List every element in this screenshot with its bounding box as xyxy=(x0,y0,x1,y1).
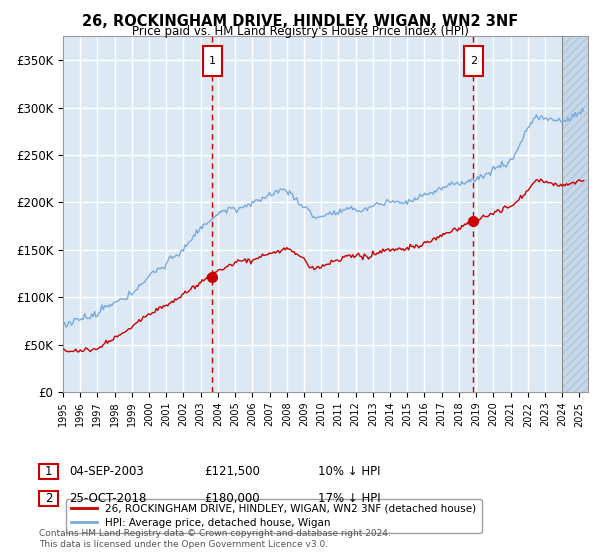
Legend: 26, ROCKINGHAM DRIVE, HINDLEY, WIGAN, WN2 3NF (detached house), HPI: Average pri: 26, ROCKINGHAM DRIVE, HINDLEY, WIGAN, WN… xyxy=(65,498,482,533)
Text: Price paid vs. HM Land Registry's House Price Index (HPI): Price paid vs. HM Land Registry's House … xyxy=(131,25,469,38)
Text: 04-SEP-2003: 04-SEP-2003 xyxy=(69,465,144,478)
Text: 1: 1 xyxy=(209,57,216,66)
Text: 17% ↓ HPI: 17% ↓ HPI xyxy=(318,492,380,505)
FancyBboxPatch shape xyxy=(203,46,222,77)
Text: 25-OCT-2018: 25-OCT-2018 xyxy=(69,492,146,505)
Text: Contains HM Land Registry data © Crown copyright and database right 2024.
This d: Contains HM Land Registry data © Crown c… xyxy=(39,529,391,549)
FancyBboxPatch shape xyxy=(464,46,482,77)
Bar xyxy=(562,36,588,392)
Text: £180,000: £180,000 xyxy=(204,492,260,505)
Text: 1: 1 xyxy=(45,465,52,478)
Text: 26, ROCKINGHAM DRIVE, HINDLEY, WIGAN, WN2 3NF: 26, ROCKINGHAM DRIVE, HINDLEY, WIGAN, WN… xyxy=(82,14,518,29)
Text: 2: 2 xyxy=(45,492,52,505)
Text: £121,500: £121,500 xyxy=(204,465,260,478)
Text: 10% ↓ HPI: 10% ↓ HPI xyxy=(318,465,380,478)
Bar xyxy=(562,36,588,392)
Text: 2: 2 xyxy=(470,57,477,66)
